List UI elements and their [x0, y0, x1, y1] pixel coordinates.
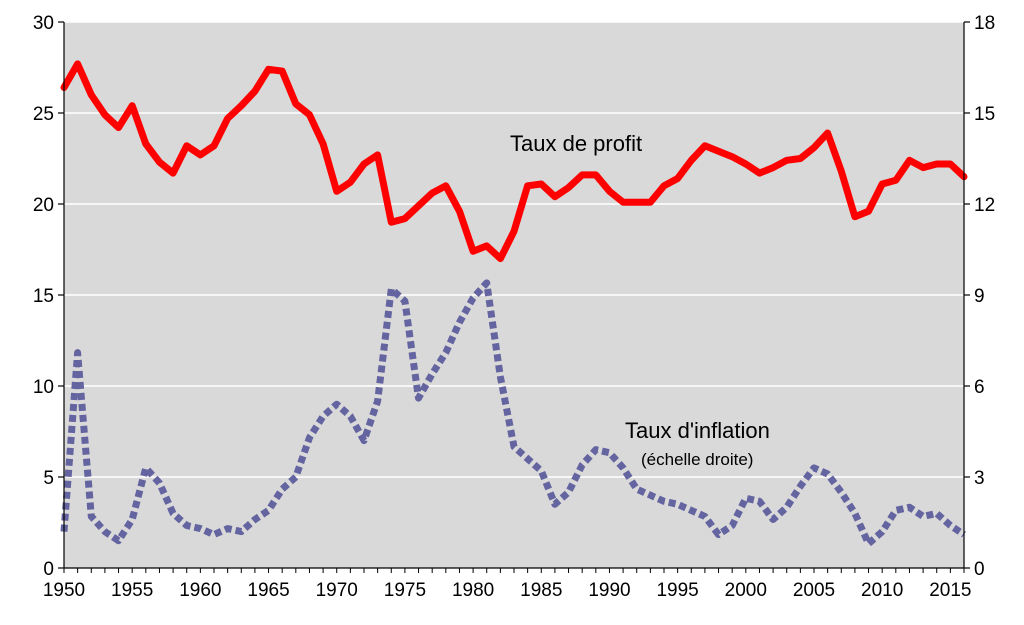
x-tick-label: 1995	[656, 580, 698, 601]
gridlines	[64, 21, 964, 478]
tick-labels: 0 5 10 15 20 25 30 0 3 6 9 12 15 18 1950 1955 1960 1965 19…	[33, 13, 995, 601]
left-tick-label: 15	[33, 286, 54, 307]
profit-series-line	[60, 60, 968, 263]
right-tick-label: 0	[974, 559, 985, 580]
right-tick-label: 9	[974, 286, 985, 307]
x-tick-label: 1980	[452, 580, 494, 601]
series-layer	[60, 60, 968, 548]
inflation-series-line	[60, 279, 966, 548]
x-tick-label: 1950	[43, 580, 85, 601]
x-tick-label: 2015	[929, 580, 971, 601]
left-tick-label: 0	[43, 559, 54, 580]
left-tick-label: 10	[33, 377, 54, 398]
x-tick-label: 2000	[725, 580, 767, 601]
axes	[58, 21, 970, 573]
x-tick-label: 1970	[316, 580, 358, 601]
left-tick-label: 20	[33, 195, 54, 216]
inflation-annotation: Taux d'inflation	[625, 418, 770, 443]
x-tick-label: 1955	[111, 580, 153, 601]
x-tick-label: 1985	[520, 580, 562, 601]
x-tick-label: 1975	[384, 580, 426, 601]
right-tick-label: 3	[974, 468, 985, 489]
x-tick-label: 1990	[588, 580, 630, 601]
x-tick-label: 1960	[179, 580, 221, 601]
profit-annotation: Taux de profit	[510, 131, 642, 156]
right-tick-label: 18	[974, 13, 995, 34]
left-tick-label: 25	[33, 104, 54, 125]
x-tick-label: 1965	[247, 580, 289, 601]
right-tick-label: 12	[974, 195, 995, 216]
right-tick-label: 15	[974, 104, 995, 125]
x-tick-label: 2005	[793, 580, 835, 601]
inflation-scale-note: (échelle droite)	[641, 450, 753, 469]
left-tick-label: 30	[33, 13, 54, 34]
x-tick-label: 2010	[861, 580, 903, 601]
left-tick-label: 5	[43, 468, 54, 489]
right-tick-label: 6	[974, 377, 985, 398]
